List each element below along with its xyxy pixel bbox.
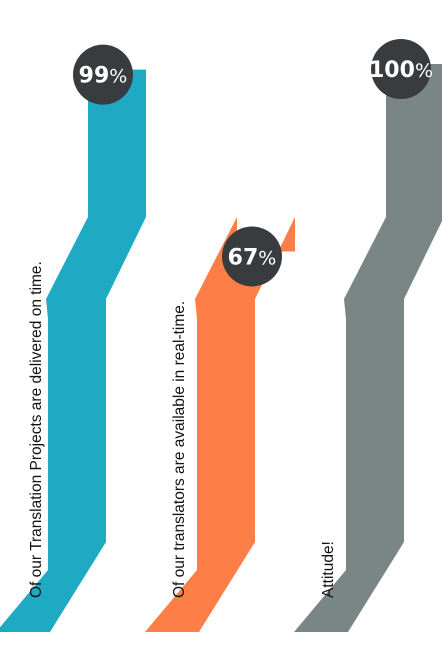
bar-1 — [0, 69, 146, 632]
badge-circle — [73, 44, 133, 105]
bar-caption-3: Attitude! — [320, 541, 337, 598]
value-label: 99% — [79, 64, 128, 89]
badge-circle — [222, 226, 282, 287]
value-unit: % — [109, 66, 127, 88]
value-badge-2: 67% — [222, 226, 282, 287]
value-unit: % — [415, 60, 433, 82]
value-unit: % — [258, 247, 276, 269]
value-number: 67 — [228, 245, 259, 270]
value-badge-1: 99% — [73, 44, 133, 105]
badge-circle — [371, 39, 431, 99]
value-number: 99 — [79, 64, 110, 89]
bar-3 — [294, 64, 442, 632]
value-label: 100% — [369, 58, 433, 83]
bar-caption-1: Of our Translation Projects are delivere… — [28, 261, 45, 598]
value-label: 67% — [228, 245, 277, 270]
bar-2 — [145, 217, 295, 632]
value-badge-3: 100% — [369, 39, 433, 99]
bar-caption-2: Of our translators are available in real… — [171, 301, 188, 598]
value-number: 100 — [369, 58, 415, 83]
